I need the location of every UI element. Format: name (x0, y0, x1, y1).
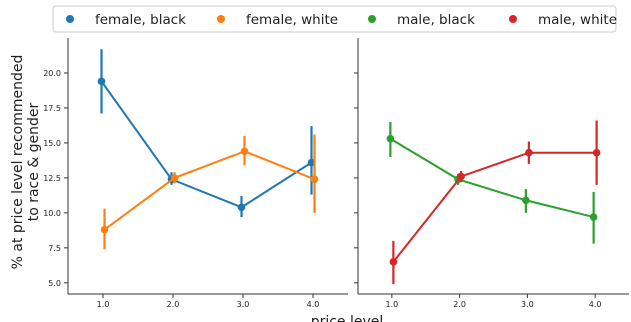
legend-frame (52, 5, 617, 33)
data-point-female-white (170, 174, 179, 182)
data-point-male-black (522, 196, 530, 205)
x-tick-label: 2.0 (167, 300, 180, 309)
data-point-male-black (589, 213, 598, 221)
y-tick-label: 12.5 (43, 174, 61, 183)
y-axis-label-line-2: to race & gender (26, 102, 42, 221)
series-line-female-white (103, 150, 315, 231)
x-tick-label: 3.0 (521, 300, 534, 309)
legend-marker-female-white (217, 15, 225, 23)
x-tick-label: 2.0 (453, 300, 466, 309)
y-axis-label-line-1: % at price level recommended (10, 55, 26, 270)
legend-marker-male-white (509, 15, 517, 23)
legend-label-female-white: female, white (246, 12, 338, 28)
series-female-white (100, 134, 319, 250)
data-point-female-black (97, 77, 106, 86)
y-tick-label: 10.0 (43, 209, 61, 218)
legend-label-male-black: male, black (397, 12, 475, 28)
y-tick-label: 7.5 (48, 244, 61, 253)
legend-marker-male-black (368, 15, 376, 23)
data-point-male-white (457, 172, 465, 181)
data-point-male-white (525, 148, 533, 157)
series-female-black (97, 49, 316, 218)
series-line-female-black (100, 80, 313, 209)
right-panel: 1.0 2.0 3.0 4.0 (354, 38, 629, 309)
y-tick-label: 5.0 (48, 279, 61, 288)
y-tick-label: 20.0 (43, 69, 61, 78)
legend: female, black female, white male, black mal… (52, 5, 617, 33)
y-tick-label: 15.0 (43, 139, 61, 148)
data-point-male-white (389, 258, 398, 266)
data-point-female-white (100, 225, 109, 234)
data-point-male-white (592, 148, 601, 157)
x-tick-label: 4.0 (307, 300, 320, 309)
x-tick-label: 3.0 (237, 300, 250, 309)
x-tick-label: 1.0 (97, 300, 110, 309)
x-axis-label: price level (311, 314, 384, 322)
series-line-male-white (392, 151, 597, 263)
data-point-female-white (240, 147, 249, 156)
left-panel: 5.0 7.5 10.0 12.5 15.0 17.5 20.0 1.0 2.0 3.0 4.0 (43, 38, 348, 309)
series-male-white (389, 120, 601, 285)
y-tick-label: 17.5 (43, 104, 61, 113)
x-tick-label: 4.0 (589, 300, 602, 309)
series-line-male-black (389, 137, 594, 219)
x-tick-label: 1.0 (386, 300, 399, 309)
legend-label-female-black: female, black (95, 12, 186, 28)
legend-marker-female-black (66, 15, 74, 23)
data-point-female-white (310, 175, 319, 184)
data-point-female-black (237, 203, 246, 212)
data-point-male-black (386, 134, 395, 143)
series-male-black (386, 121, 598, 244)
legend-label-male-white: male, white (538, 12, 617, 28)
